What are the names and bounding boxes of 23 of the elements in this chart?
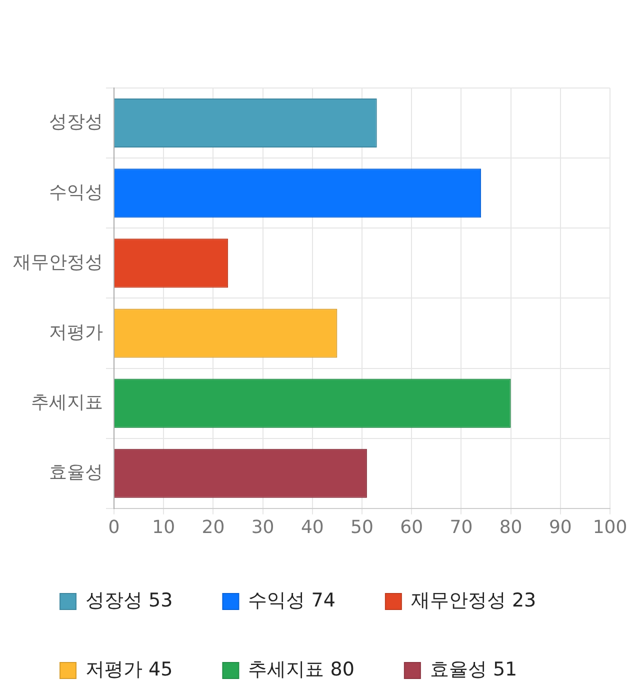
x-tick-label: 80	[499, 516, 522, 538]
legend-label: 성장성 53	[86, 589, 173, 612]
x-tick-label: 90	[548, 516, 572, 538]
legend-label: 저평가 45	[86, 658, 173, 680]
y-tick-label: 수익성	[49, 182, 103, 203]
x-tick-label: 30	[251, 516, 274, 538]
x-tick-label: 20	[202, 516, 225, 538]
legend-label: 효율성 51	[430, 658, 518, 680]
y-tick-label: 재무안정성	[13, 252, 103, 273]
y-tick-label: 성장성	[49, 112, 103, 133]
x-tick-label: 10	[152, 516, 176, 538]
x-tick-label: 70	[450, 516, 473, 538]
legend-label: 수익성 74	[248, 589, 336, 612]
legend-label: 재무안정성 23	[410, 589, 536, 612]
legend-label: 추세지표 80	[248, 658, 354, 680]
x-tick-label: 60	[400, 516, 424, 538]
x-tick-label: 40	[300, 516, 324, 538]
y-tick-label: 추세지표	[31, 392, 103, 413]
x-tick-label: 0	[108, 516, 120, 538]
y-tick-label: 효율성	[49, 462, 103, 484]
x-tick-label: 50	[350, 516, 374, 538]
x-tick-label: 100	[592, 516, 628, 538]
y-tick-label: 저평가	[49, 322, 103, 343]
